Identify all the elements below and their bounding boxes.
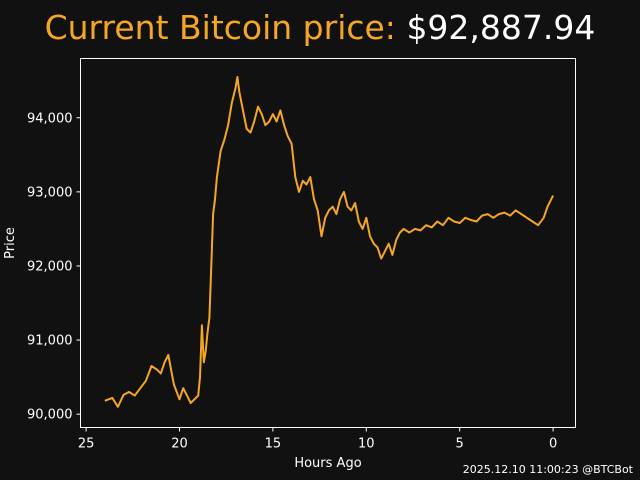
- x-tick-label: 0: [549, 437, 557, 452]
- x-tick-label: 20: [171, 437, 188, 452]
- y-tick-label: 92,000: [27, 259, 73, 274]
- y-axis-label: Price: [3, 227, 18, 259]
- title-price-value: $92,887.94: [406, 8, 596, 47]
- x-tick-label: 25: [78, 437, 95, 452]
- x-axis-label: Hours Ago: [294, 456, 361, 471]
- y-tick-label: 93,000: [27, 185, 73, 200]
- title-label: Current Bitcoin price:: [44, 8, 396, 47]
- plot-frame: [80, 58, 576, 428]
- y-tick-label: 94,000: [27, 111, 73, 126]
- footer-timestamp: 2025.12.10 11:00:23 @BTCBot: [462, 463, 633, 476]
- y-tick-label: 90,000: [27, 408, 73, 423]
- x-tick-label: 15: [265, 437, 282, 452]
- x-tick-label: 5: [456, 437, 464, 452]
- y-tick-label: 91,000: [27, 334, 73, 349]
- x-tick-label: 10: [358, 437, 375, 452]
- chart-title: Current Bitcoin price: $92,887.94: [0, 8, 640, 48]
- price-series-line: [104, 76, 554, 408]
